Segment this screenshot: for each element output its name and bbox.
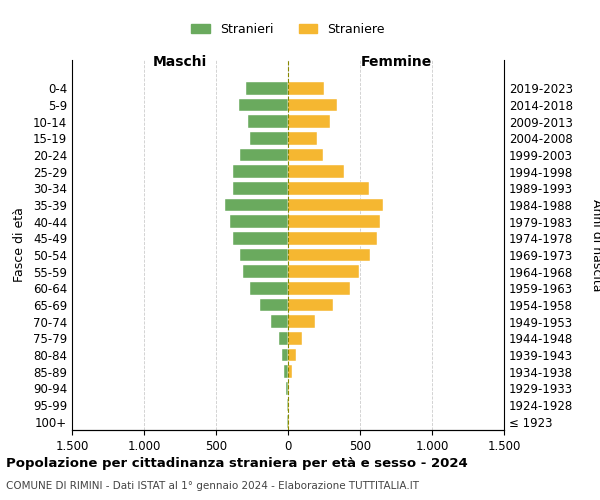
Text: Popolazione per cittadinanza straniera per età e sesso - 2024: Popolazione per cittadinanza straniera p… xyxy=(6,458,468,470)
Text: Maschi: Maschi xyxy=(153,55,207,69)
Bar xyxy=(240,248,288,261)
Bar xyxy=(288,198,383,211)
Y-axis label: Fasce di età: Fasce di età xyxy=(13,208,26,282)
Bar xyxy=(250,282,288,294)
Bar xyxy=(288,216,380,228)
Bar xyxy=(233,166,288,178)
Legend: Stranieri, Straniere: Stranieri, Straniere xyxy=(186,18,390,41)
Bar xyxy=(284,366,288,378)
Bar xyxy=(240,149,288,161)
Bar xyxy=(233,182,288,194)
Bar xyxy=(288,298,332,311)
Bar xyxy=(288,82,324,94)
Bar xyxy=(288,132,317,144)
Bar xyxy=(288,282,350,294)
Text: Femmine: Femmine xyxy=(361,55,431,69)
Bar xyxy=(287,399,288,411)
Bar xyxy=(288,399,289,411)
Bar xyxy=(288,349,296,361)
Y-axis label: Anni di nascita: Anni di nascita xyxy=(590,198,600,291)
Bar xyxy=(288,248,370,261)
Bar xyxy=(230,216,288,228)
Bar xyxy=(271,316,288,328)
Bar xyxy=(244,266,288,278)
Bar xyxy=(288,149,323,161)
Bar xyxy=(288,99,337,112)
Bar xyxy=(288,366,292,378)
Bar xyxy=(288,416,289,428)
Bar xyxy=(239,99,288,112)
Bar xyxy=(278,332,288,344)
Bar xyxy=(260,298,288,311)
Bar xyxy=(288,166,344,178)
Bar xyxy=(226,198,288,211)
Bar xyxy=(282,349,288,361)
Bar xyxy=(288,266,359,278)
Bar xyxy=(286,382,288,394)
Bar xyxy=(233,232,288,244)
Bar xyxy=(287,416,288,428)
Bar xyxy=(248,116,288,128)
Text: COMUNE DI RIMINI - Dati ISTAT al 1° gennaio 2024 - Elaborazione TUTTITALIA.IT: COMUNE DI RIMINI - Dati ISTAT al 1° genn… xyxy=(6,481,419,491)
Bar xyxy=(288,316,314,328)
Bar xyxy=(288,232,377,244)
Bar xyxy=(246,82,288,94)
Bar xyxy=(288,332,302,344)
Bar xyxy=(288,182,368,194)
Bar xyxy=(288,382,289,394)
Bar xyxy=(288,116,331,128)
Bar xyxy=(250,132,288,144)
